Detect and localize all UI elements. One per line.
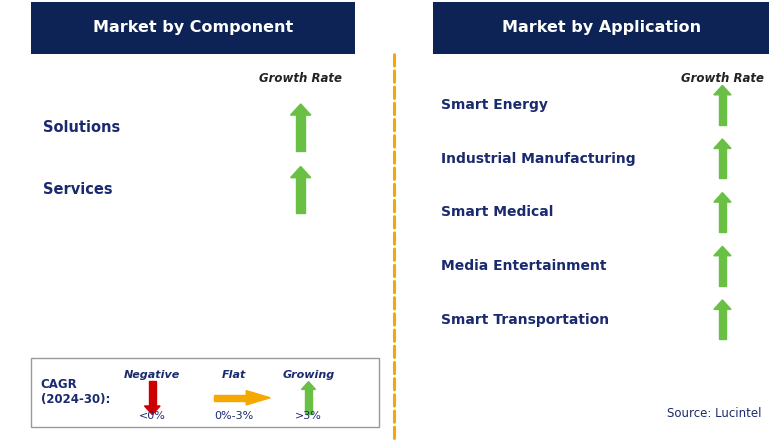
Polygon shape (719, 256, 726, 286)
Polygon shape (296, 115, 305, 151)
Polygon shape (296, 177, 305, 214)
Polygon shape (714, 193, 731, 202)
Polygon shape (719, 148, 726, 178)
Text: Source: Lucintel: Source: Lucintel (667, 407, 761, 420)
Text: >3%: >3% (295, 412, 322, 422)
Text: Growing: Growing (283, 370, 334, 380)
Text: Growth Rate: Growth Rate (259, 72, 342, 85)
Text: Industrial Manufacturing: Industrial Manufacturing (441, 152, 636, 166)
Polygon shape (148, 381, 156, 406)
Text: Flat: Flat (222, 370, 247, 380)
Polygon shape (719, 309, 726, 339)
Polygon shape (144, 406, 160, 414)
Polygon shape (246, 391, 270, 405)
Polygon shape (305, 389, 312, 414)
FancyBboxPatch shape (31, 2, 355, 54)
Polygon shape (291, 104, 311, 115)
Polygon shape (714, 246, 731, 256)
Polygon shape (714, 139, 731, 148)
Polygon shape (719, 95, 726, 125)
Polygon shape (714, 85, 731, 95)
Text: Smart Medical: Smart Medical (441, 205, 554, 219)
Text: Smart Energy: Smart Energy (441, 98, 548, 112)
Text: Negative: Negative (124, 370, 180, 380)
Polygon shape (714, 300, 731, 309)
Polygon shape (214, 395, 246, 401)
Text: <0%: <0% (139, 412, 166, 422)
Text: CAGR
(2024-30):: CAGR (2024-30): (41, 378, 110, 406)
Text: Smart Transportation: Smart Transportation (441, 312, 609, 327)
Polygon shape (301, 382, 316, 389)
Text: Solutions: Solutions (43, 120, 120, 135)
Text: Market by Application: Market by Application (502, 21, 701, 35)
Text: 0%-3%: 0%-3% (215, 412, 254, 422)
Text: Growth Rate: Growth Rate (681, 72, 764, 85)
Text: Market by Component: Market by Component (93, 21, 294, 35)
FancyBboxPatch shape (433, 2, 769, 54)
Polygon shape (719, 202, 726, 232)
Text: Services: Services (43, 182, 112, 198)
Polygon shape (291, 167, 311, 177)
Text: Media Entertainment: Media Entertainment (441, 259, 607, 273)
FancyBboxPatch shape (31, 358, 379, 427)
